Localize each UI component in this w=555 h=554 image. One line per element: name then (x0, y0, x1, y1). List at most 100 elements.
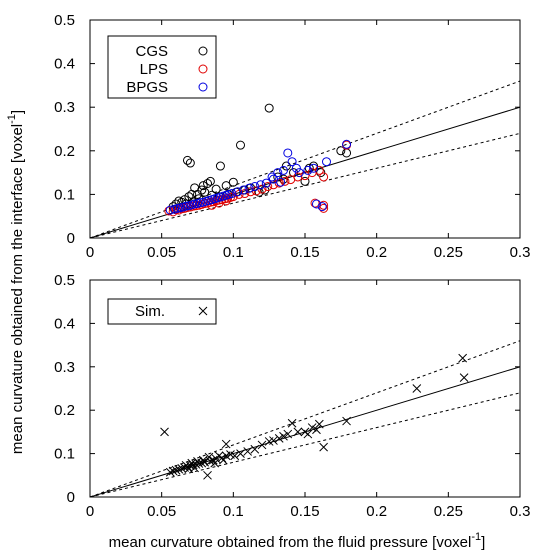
data-point (165, 467, 175, 477)
data-point (300, 427, 310, 437)
plot-area (90, 80, 520, 238)
data-point (165, 205, 175, 215)
data-point (276, 177, 286, 187)
identity-line (90, 106, 520, 238)
data-point (293, 427, 303, 437)
data-point (287, 418, 297, 428)
y-axis-label: mean curvature obtained from the interfa… (6, 110, 26, 454)
dashed-bound-line (90, 340, 520, 497)
data-point (205, 176, 215, 186)
y-tick-label: 0.4 (54, 56, 75, 73)
data-point (182, 202, 192, 212)
data-point (185, 158, 195, 168)
data-point (280, 176, 290, 186)
data-point (294, 168, 304, 178)
x-tick-label: 0.1 (223, 503, 244, 520)
data-point (314, 165, 324, 175)
data-point (293, 172, 303, 182)
legend-marker (198, 64, 208, 74)
data-point (236, 140, 245, 150)
legend-marker (198, 306, 208, 316)
x-tick-label: 0.2 (366, 244, 387, 261)
data-point (279, 165, 288, 175)
data-point (181, 201, 191, 211)
data-point (203, 179, 213, 188)
y-tick-label: 0.3 (54, 359, 75, 376)
data-point (177, 464, 187, 473)
dashed-bound-line (90, 80, 520, 238)
x-tick-label: 0 (86, 244, 94, 261)
data-point (307, 423, 317, 432)
data-point (319, 442, 328, 452)
x-tick-label: 0.3 (510, 503, 531, 520)
legend: Sim. (107, 298, 217, 325)
data-point (336, 146, 346, 156)
x-tick-label: 0.25 (434, 503, 463, 520)
x-tick-label: 0.25 (434, 244, 463, 261)
data-point (283, 429, 293, 439)
data-point (250, 182, 260, 192)
y-tick-label: 0.5 (54, 12, 75, 29)
data-point (171, 465, 181, 475)
data-point (160, 427, 169, 437)
y-tick-label: 0.3 (54, 99, 75, 116)
data-point (291, 163, 301, 173)
data-point (227, 189, 237, 199)
y-tick-label: 0.2 (54, 143, 75, 160)
x-tick-label: 0.15 (290, 244, 319, 261)
data-point (238, 185, 248, 195)
data-point (267, 172, 277, 182)
data-point (256, 180, 266, 190)
data-point (190, 199, 200, 209)
data-point (281, 161, 291, 171)
data-point (459, 373, 469, 383)
x-tick-label: 0.15 (290, 503, 319, 520)
data-point (300, 176, 310, 186)
data-point (458, 353, 468, 363)
data-point (273, 172, 283, 182)
data-point (316, 168, 326, 178)
x-tick-label: 0 (86, 503, 94, 520)
data-point (279, 431, 288, 441)
top-panel: 0 0.05 0.1 0.15 0.2 0.25 0.3 0 0.1 0.2 0.3 0.4 0.5 CG… (54, 12, 530, 261)
y-tick-label: 0.5 (54, 272, 75, 289)
legend-marker (198, 46, 208, 56)
data-point (342, 139, 352, 149)
data-point (319, 172, 329, 182)
legend-box (107, 298, 217, 325)
data-point (198, 455, 208, 465)
data-point (168, 466, 178, 476)
plot-area (90, 340, 520, 497)
data-point (228, 177, 238, 187)
x-tick-label: 0.1 (223, 244, 244, 261)
y-tick-label: 0.4 (54, 315, 75, 332)
data-point (264, 103, 274, 113)
data-point (233, 187, 243, 197)
data-point (208, 455, 218, 465)
x-axis-label: mean curvature obtained from the fluid p… (109, 531, 486, 551)
data-point (218, 455, 228, 465)
y-tick-label: 0 (67, 230, 75, 247)
data-point (244, 183, 254, 193)
data-point (164, 206, 174, 216)
legend-label: LPS (140, 61, 168, 78)
legend-marker (198, 82, 208, 92)
data-point (221, 439, 231, 449)
data-point (215, 161, 225, 171)
dashed-bound-line (90, 392, 520, 497)
x-tick-label: 0.2 (366, 503, 387, 520)
legend-label: CGS (135, 43, 168, 60)
data-point (264, 437, 274, 446)
data-point (342, 416, 351, 426)
legend-box (107, 35, 217, 99)
data-point (317, 202, 327, 212)
data-point (210, 458, 220, 468)
legend-label: BPGS (126, 79, 168, 96)
dashed-bound-line (90, 132, 520, 238)
y-tick-label: 0.1 (54, 186, 75, 203)
data-point (187, 458, 197, 468)
data-point (184, 464, 194, 474)
data-point (311, 199, 321, 209)
y-tick-label: 0.2 (54, 402, 75, 419)
data-point (257, 440, 267, 450)
